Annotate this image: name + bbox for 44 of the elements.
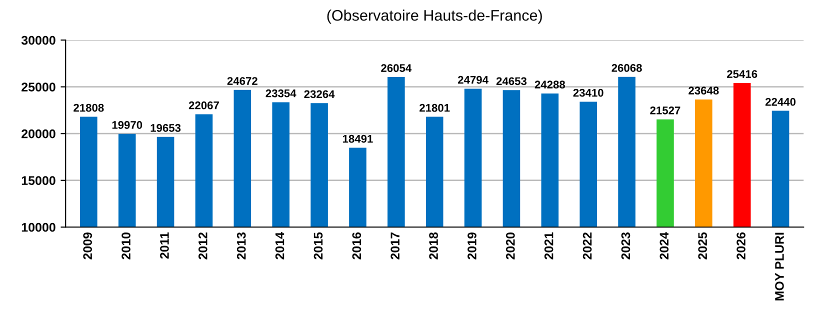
data-label: 23354: [266, 89, 296, 98]
data-label: 21801: [420, 104, 450, 112]
x-tick-label: 2025: [698, 232, 708, 260]
y-tick-label: 10000: [22, 222, 56, 232]
x-tick-label: 2013: [236, 232, 246, 260]
data-label: 21527: [650, 106, 680, 114]
data-label: 23264: [304, 90, 335, 98]
x-tick-label: 2019: [468, 232, 476, 260]
data-label: 24794: [458, 76, 488, 84]
x-tick-label: 2024: [660, 232, 669, 260]
data-label: 24672: [227, 77, 258, 85]
data-label: 19653: [150, 124, 181, 132]
data-label: 19970: [112, 121, 142, 129]
x-tick-label: 2014: [275, 232, 284, 260]
data-label: 21808: [74, 104, 104, 112]
x-tick-label: 2009: [83, 232, 92, 260]
y-tick-label: 30000: [21, 36, 56, 45]
x-tick-label: 2015: [314, 232, 323, 260]
x-tick-label: 2018: [429, 232, 438, 260]
x-tick-label: 2023: [621, 232, 630, 260]
x-tick-label: MOY PLURI: [775, 232, 784, 300]
x-tick-label: 2020: [506, 232, 515, 260]
x-tick-label: 2026: [736, 232, 746, 260]
x-tick-label: 2012: [198, 232, 208, 260]
x-tick-label: 2021: [544, 232, 554, 260]
x-tick-label: 2017: [390, 232, 400, 260]
data-label: 18491: [342, 134, 373, 143]
data-label: 23410: [573, 88, 604, 97]
data-label: 24288: [534, 80, 566, 89]
x-tick-label: 2016: [352, 232, 362, 260]
y-tick-label: 25000: [22, 82, 56, 92]
x-tick-label: 2011: [160, 232, 169, 259]
data-label: 22067: [188, 101, 219, 110]
data-label: 26054: [381, 64, 412, 72]
chart-title: (Observatoire Hauts-de-France): [327, 10, 542, 24]
y-tick-label: 20000: [22, 129, 56, 138]
data-label: 23648: [688, 86, 719, 95]
data-label: 25416: [727, 70, 758, 78]
x-tick-label: 2022: [582, 232, 592, 260]
data-label: 26068: [612, 64, 642, 72]
x-tick-label: 2010: [122, 232, 130, 260]
data-label: 24653: [496, 77, 527, 86]
y-tick-label: 15000: [22, 176, 56, 186]
data-label: 22440: [765, 98, 796, 106]
